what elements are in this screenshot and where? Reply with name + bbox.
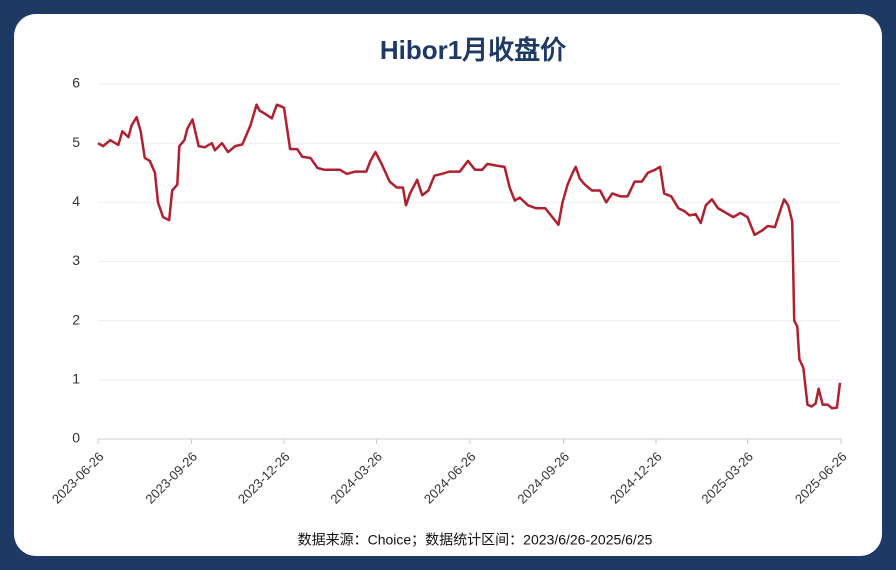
y-tick-label: 6 bbox=[72, 75, 80, 91]
y-tick-label: 1 bbox=[72, 371, 80, 387]
y-tick-label: 2 bbox=[72, 311, 80, 327]
data-line bbox=[97, 103, 842, 410]
y-tick-label: 4 bbox=[72, 193, 80, 209]
y-tick-label: 3 bbox=[72, 252, 80, 268]
y-tick-label: 5 bbox=[72, 134, 80, 150]
source-note: 数据来源：Choice；数据统计区间：2023/6/26-2025/6/25 bbox=[298, 532, 653, 549]
y-tick-label: 0 bbox=[72, 430, 80, 446]
chart-title: Hibor1月收盘价 bbox=[380, 35, 567, 65]
